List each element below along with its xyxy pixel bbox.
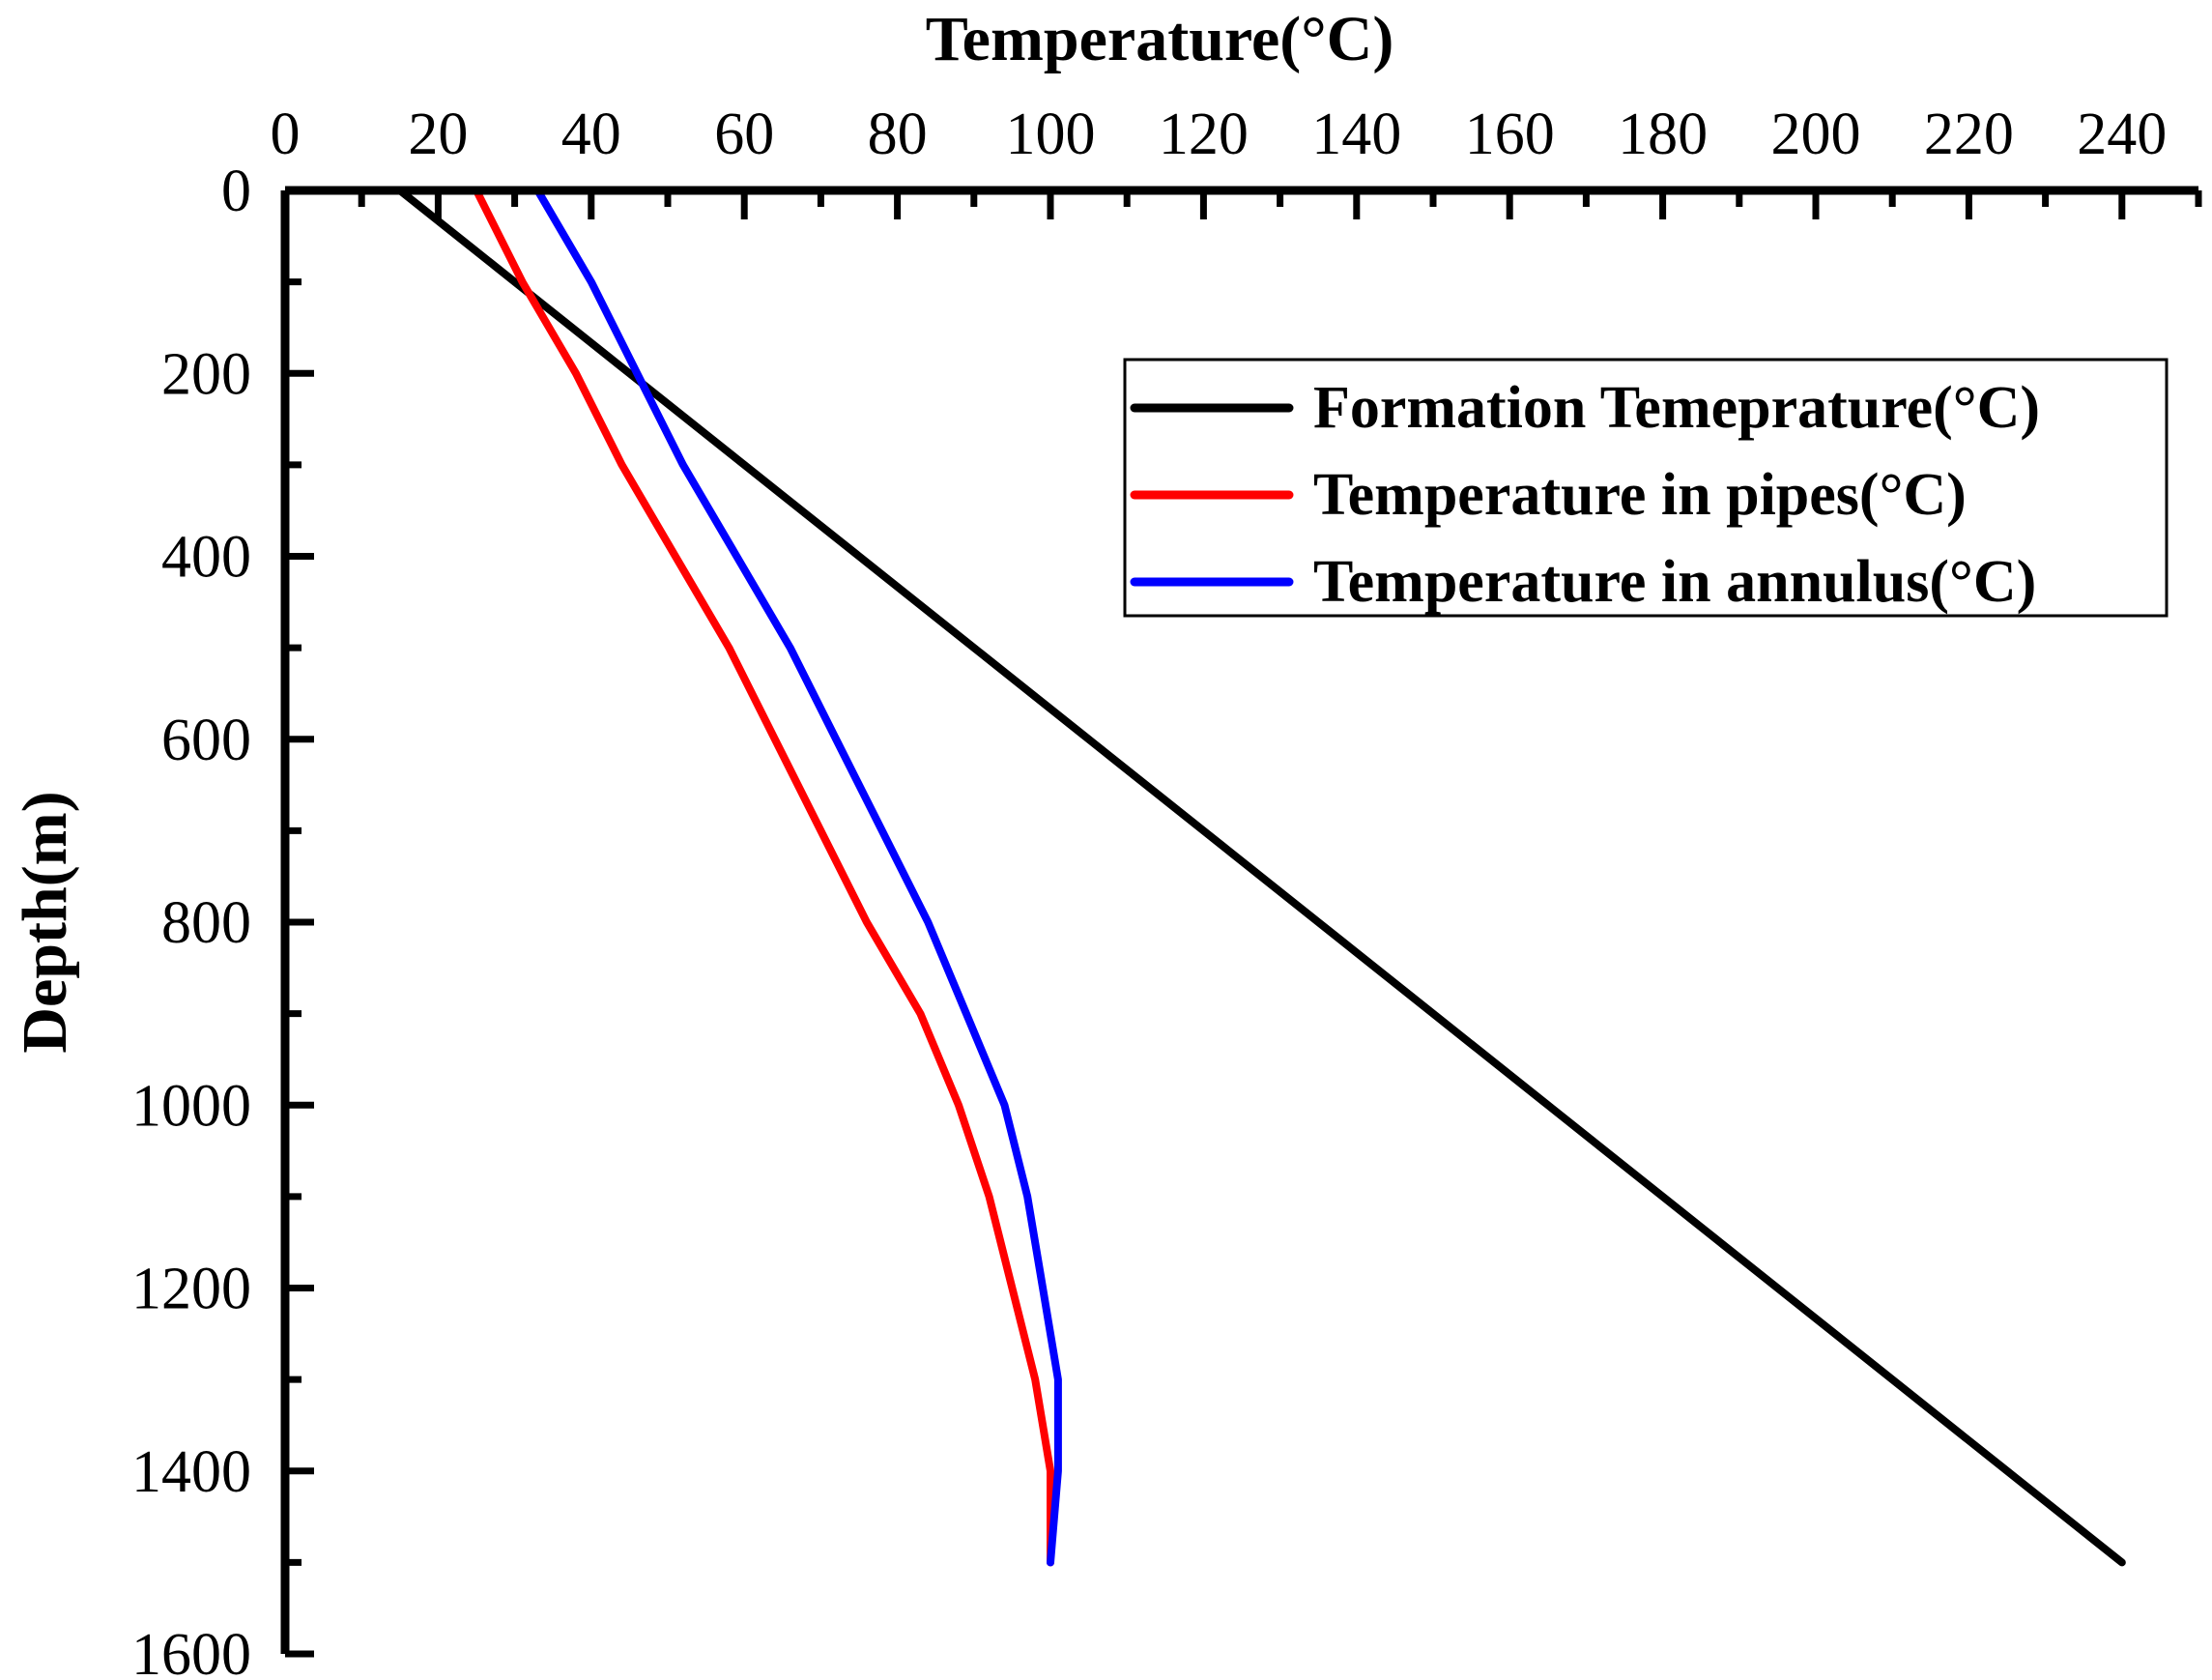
legend-label-0: Formation Temeprature(°C) (1313, 375, 2040, 441)
x-tick-label: 60 (714, 101, 774, 167)
x-tick-label: 240 (2077, 101, 2167, 167)
legend-label-2: Temperature in annulus(°C) (1313, 549, 2036, 615)
y-tick-label: 200 (161, 341, 251, 407)
axes-layer (280, 186, 2202, 1658)
x-tick-label: 120 (1159, 101, 1249, 167)
series-layer (395, 187, 2126, 1567)
series-line-1 (473, 187, 1054, 1567)
y-tick-label: 0 (221, 159, 251, 224)
x-tick-label: 200 (1771, 101, 1861, 167)
x-tick-label: 160 (1465, 101, 1555, 167)
legend: Formation Temeprature(°C) Temperature in … (1123, 358, 2169, 618)
x-tick-label: 40 (561, 101, 621, 167)
x-tick-label: 20 (408, 101, 468, 167)
legend-label-1: Temperature in pipes(°C) (1313, 462, 1967, 528)
x-tick-label: 220 (1924, 101, 2014, 167)
y-tick-label: 1200 (131, 1257, 251, 1322)
x-axis-title: Temperature(°C) (926, 4, 1394, 74)
series-line-0 (395, 187, 2126, 1567)
y-tick-label: 800 (161, 890, 251, 956)
legend-box (1123, 358, 2169, 618)
x-tick-label: 100 (1006, 101, 1096, 167)
series-line-2 (533, 187, 1062, 1567)
y-tick-label: 1000 (131, 1073, 251, 1139)
y-tick-label: 400 (161, 525, 251, 591)
y-tick-label: 600 (161, 708, 251, 773)
x-tick-label: 140 (1311, 101, 1401, 167)
x-tick-label: 0 (271, 101, 301, 167)
x-tick-label: 80 (868, 101, 928, 167)
y-tick-label: 1400 (131, 1439, 251, 1505)
x-tick-label: 180 (1618, 101, 1708, 167)
y-tick-label: 1600 (131, 1622, 251, 1680)
labels-layer: 0 20 40 60 80 100 120 140 160 180 200 220 240 0 200 400… (10, 4, 2167, 1680)
y-axis-title: Depth(m) (10, 791, 80, 1053)
